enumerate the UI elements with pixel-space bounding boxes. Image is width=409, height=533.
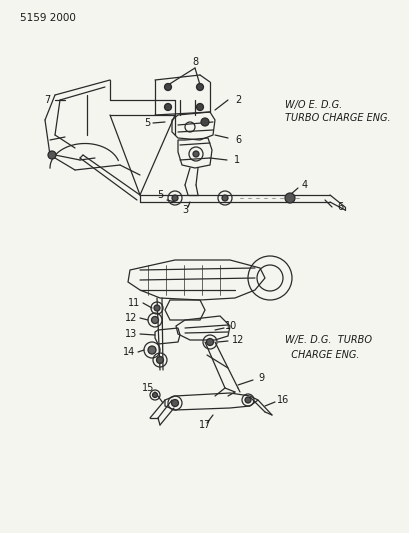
Circle shape xyxy=(164,103,171,110)
Text: 4: 4 xyxy=(301,180,307,190)
Circle shape xyxy=(48,151,56,159)
Text: 6: 6 xyxy=(336,202,342,212)
Text: W/O E. D.G.: W/O E. D.G. xyxy=(284,100,342,110)
Circle shape xyxy=(193,151,198,157)
Text: 1: 1 xyxy=(234,155,240,165)
Circle shape xyxy=(156,357,163,364)
Circle shape xyxy=(284,193,294,203)
Text: CHARGE ENG.: CHARGE ENG. xyxy=(284,350,359,360)
Circle shape xyxy=(221,195,227,201)
Text: 17: 17 xyxy=(198,420,211,430)
Circle shape xyxy=(152,392,157,398)
Circle shape xyxy=(148,346,155,354)
Circle shape xyxy=(196,103,203,110)
Text: 3: 3 xyxy=(182,205,188,215)
Text: TURBO CHARGE ENG.: TURBO CHARGE ENG. xyxy=(284,113,390,123)
Text: 11: 11 xyxy=(128,298,139,308)
Text: 2: 2 xyxy=(234,95,240,105)
Text: 13: 13 xyxy=(124,329,137,339)
Text: 16: 16 xyxy=(276,395,288,405)
Circle shape xyxy=(172,195,178,201)
Text: 10: 10 xyxy=(225,321,237,331)
Text: 15: 15 xyxy=(142,383,154,393)
Circle shape xyxy=(151,317,158,324)
Circle shape xyxy=(200,118,209,126)
Text: 12: 12 xyxy=(231,335,244,345)
Circle shape xyxy=(245,397,250,403)
Text: 8: 8 xyxy=(191,57,198,67)
Circle shape xyxy=(154,305,160,311)
Circle shape xyxy=(196,84,203,91)
Text: 9: 9 xyxy=(257,373,263,383)
Text: 5159 2000: 5159 2000 xyxy=(20,13,76,23)
Text: 5: 5 xyxy=(144,118,150,128)
Circle shape xyxy=(206,338,213,345)
Text: 12: 12 xyxy=(124,313,137,323)
Text: 5: 5 xyxy=(157,190,163,200)
Text: W/E. D.G.  TURBO: W/E. D.G. TURBO xyxy=(284,335,371,345)
Circle shape xyxy=(164,84,171,91)
Circle shape xyxy=(171,400,178,407)
Text: 6: 6 xyxy=(234,135,240,145)
Text: 14: 14 xyxy=(122,347,135,357)
Text: 7: 7 xyxy=(44,95,50,105)
